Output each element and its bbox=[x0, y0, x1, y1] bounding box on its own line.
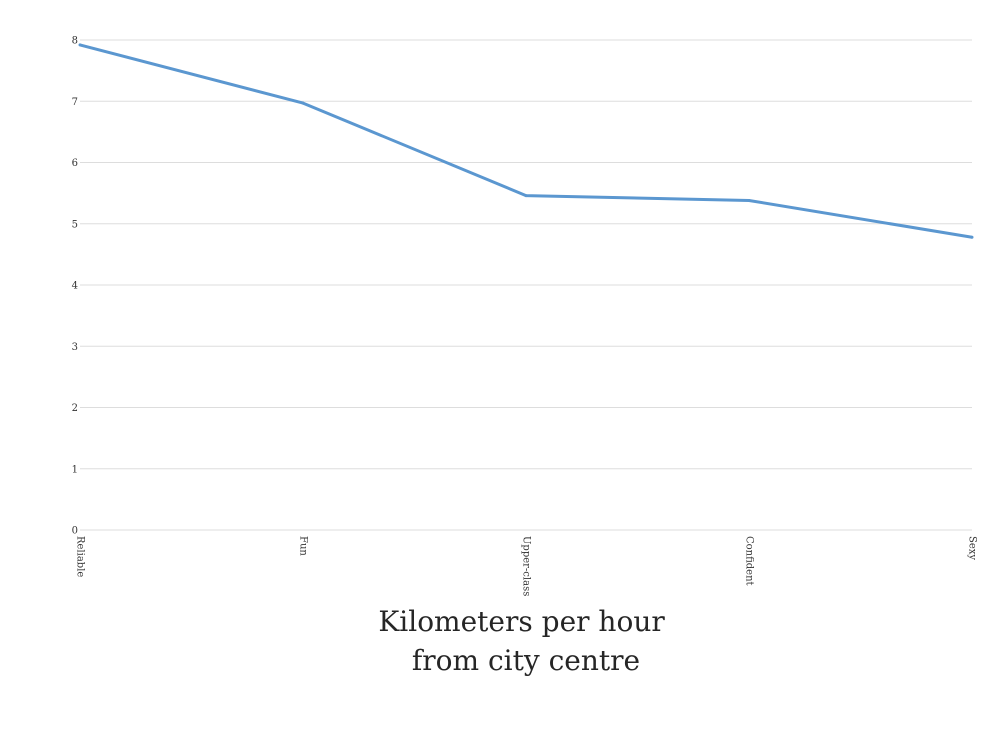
data-point bbox=[747, 198, 751, 202]
data-point bbox=[970, 235, 974, 239]
y-tick-label: 0 bbox=[72, 526, 78, 537]
y-axis-ticks: 0 1 2 3 4 5 6 7 8 bbox=[72, 36, 78, 537]
data-point bbox=[78, 43, 82, 47]
y-tick-label: 4 bbox=[72, 281, 78, 292]
gridlines bbox=[80, 39, 972, 531]
y-tick-label: 7 bbox=[72, 97, 78, 108]
x-tick-label: Upper-class bbox=[521, 536, 532, 596]
y-tick-label: 8 bbox=[72, 36, 78, 47]
y-tick-label: 5 bbox=[72, 219, 78, 230]
x-tick-label: Reliable bbox=[75, 536, 86, 577]
y-tick-label: 6 bbox=[72, 158, 78, 169]
series-line bbox=[79, 43, 973, 239]
x-tick-label: Sexy bbox=[967, 536, 978, 560]
data-point bbox=[524, 194, 528, 198]
y-tick-label: 2 bbox=[72, 403, 78, 414]
y-tick-label: 1 bbox=[72, 464, 78, 475]
x-axis-label-line-1: Kilometers per hour bbox=[378, 605, 665, 638]
data-point bbox=[301, 101, 305, 105]
y-tick-label: 3 bbox=[72, 342, 78, 353]
x-axis-label-line-2: from city centre bbox=[412, 644, 640, 677]
x-tick-label: Confident bbox=[744, 536, 755, 586]
series-lines bbox=[78, 43, 974, 239]
x-tick-label: Fun bbox=[298, 536, 309, 556]
x-axis-label: Kilometers per hour from city centre bbox=[378, 605, 673, 677]
x-axis-ticks: Reliable Fun Upper-class Confident Sexy bbox=[75, 536, 978, 596]
